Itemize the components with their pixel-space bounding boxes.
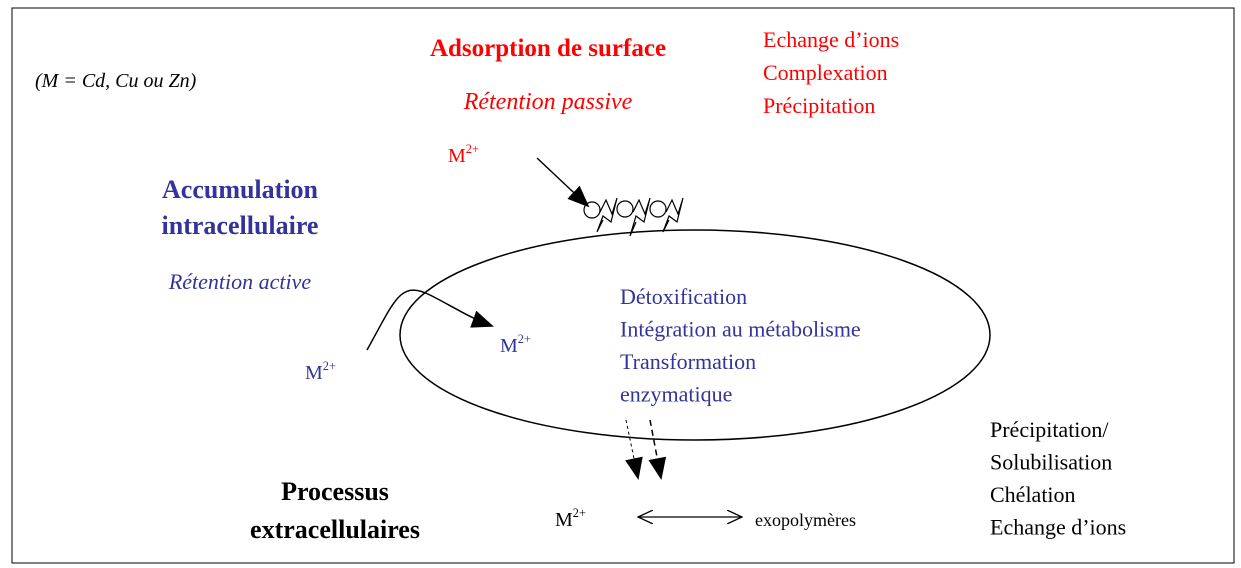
extracellular-title: extracellulaires [250,515,420,544]
ion-charge: 2+ [466,142,479,156]
ion-label: M2+ [555,506,586,531]
adsorption-arrow [536,157,590,208]
release-arrow [625,419,643,480]
intracellular-title: intracellulaire [162,211,319,240]
ion-label: M2+ [305,359,336,384]
ion-symbol: M [555,509,573,531]
extracellular-mechanism: Echange d’ions [990,515,1126,540]
frame [11,7,1235,564]
cell [399,229,991,441]
ion-symbol: M [305,362,323,384]
extracellular-mechanism: Chélation [990,482,1076,507]
intracellular-process: enzymatique [620,382,732,407]
surface-mechanism: Complexation [763,60,888,85]
ion-charge: 2+ [518,332,531,346]
ion-charge: 2+ [573,506,586,520]
surface-sites [583,197,684,237]
extracellular-mechanism: Solubilisation [990,450,1112,475]
surface-mechanism: Echange d’ions [763,27,899,52]
intracellular-title: Accumulation [162,175,319,204]
intracellular-process: Intégration au métabolisme [620,317,861,342]
intracellular-process: Détoxification [620,284,747,309]
ion-label: M2+ [448,142,479,167]
surface-title: Adsorption de surface [430,35,666,62]
intracellular-subtitle: Rétention active [168,269,312,294]
release-arrow [648,419,667,480]
extracellular-mechanism: Précipitation/ [990,417,1109,442]
surface-subtitle: Rétention passive [463,89,633,115]
ion-symbol: M [500,335,518,357]
note: (M = Cd, Cu ou Zn) [35,70,197,92]
partner: exopolymères [755,510,856,530]
ion-label: M2+ [500,332,531,357]
ion-charge: 2+ [323,359,336,373]
uptake-arrow [366,289,494,351]
surface-mechanism: Précipitation [763,93,875,118]
extracellular-title: Processus [281,477,389,506]
intracellular-process: Transformation [620,349,756,374]
ion-symbol: M [448,145,466,167]
